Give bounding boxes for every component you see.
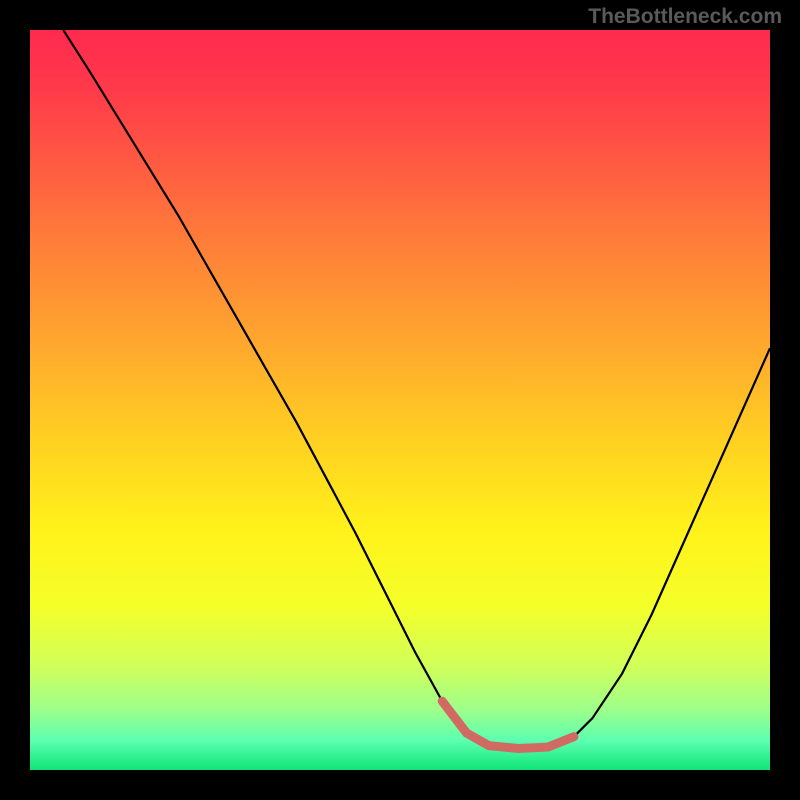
curve-layer [30, 30, 770, 770]
bottleneck-curve [63, 30, 770, 749]
optimal-range-marker [442, 701, 574, 748]
plot-area [30, 30, 770, 770]
chart-container: TheBottleneck.com [0, 0, 800, 800]
watermark-text: TheBottleneck.com [588, 5, 782, 29]
